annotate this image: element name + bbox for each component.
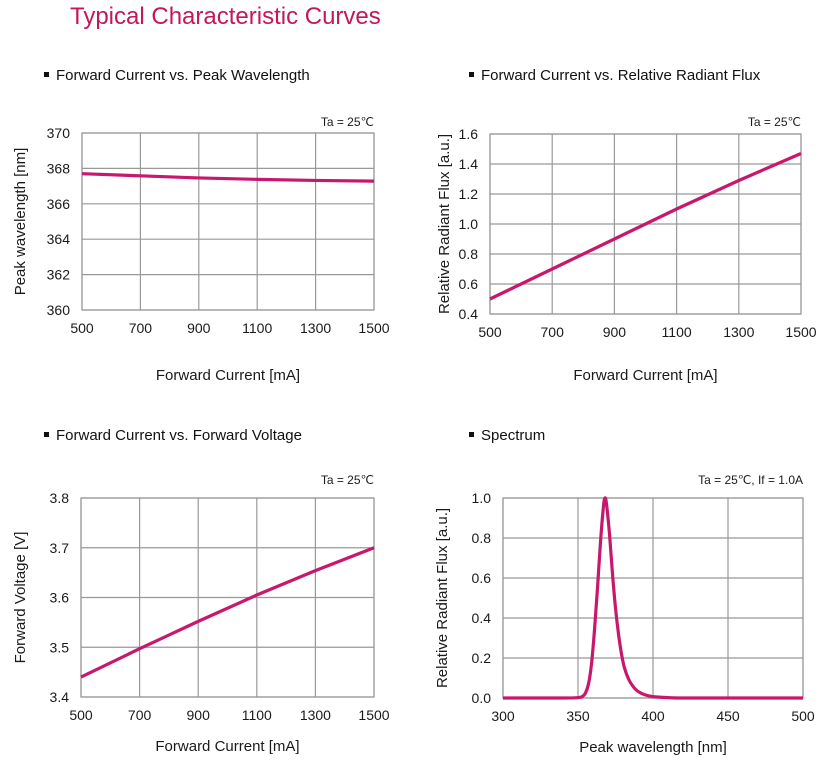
spectrum-x-axis-label: Peak wavelength [nm]: [579, 739, 727, 756]
spectrum-x-tick-label: 350: [566, 708, 590, 724]
wavelength-plot-frame: [81, 132, 375, 311]
voltage-x-tick-label: 500: [69, 707, 93, 723]
voltage-y-tick-label: 3.6: [50, 590, 70, 606]
wavelength-y-tick-label: 368: [47, 160, 71, 176]
page-title: Typical Characteristic Curves: [70, 3, 381, 30]
spectrum-x-tick-label: 300: [491, 708, 515, 724]
voltage-y-tick-label: 3.4: [50, 689, 70, 705]
flux-x-tick-label: 1500: [785, 324, 816, 340]
wavelength-x-axis-label: Forward Current [mA]: [156, 367, 300, 384]
voltage-y-tick-label: 3.7: [50, 540, 70, 556]
flux-y-tick-label: 0.8: [459, 246, 479, 262]
wavelength-y-tick-label: 362: [47, 267, 71, 283]
flux-condition-label: Ta = 25℃: [748, 115, 801, 129]
wavelength-y-tick-label: 366: [47, 196, 71, 212]
bullet-icon: [44, 71, 49, 77]
spectrum-y-tick-label: 0.2: [472, 650, 492, 666]
flux-x-tick-label: 1300: [723, 324, 754, 340]
bullet-icon: [469, 431, 474, 437]
voltage-x-tick-label: 1500: [358, 707, 389, 723]
bullet-icon: [469, 71, 474, 77]
wavelength-y-tick-label: 360: [47, 302, 71, 318]
section-title-spectrum: Spectrum: [469, 427, 545, 444]
section-title-text: Spectrum: [481, 427, 546, 444]
wavelength-x-tick-label: 1300: [300, 320, 331, 336]
spectrum-x-tick-label: 500: [791, 708, 815, 724]
spectrum-x-tick-label: 400: [641, 708, 665, 724]
voltage-x-tick-label: 1300: [300, 707, 331, 723]
flux-series-line: [489, 152, 802, 301]
section-title-text: Forward Current vs. Relative Radiant Flu…: [481, 67, 761, 84]
voltage-series-line: [80, 546, 375, 679]
wavelength-condition-label: Ta = 25℃: [321, 115, 374, 129]
spectrum-y-axis-label: Relative Radiant Flux [a.u.]: [434, 508, 451, 688]
wavelength-x-tick-label: 700: [129, 320, 153, 336]
flux-plot-frame: [489, 133, 802, 315]
flux-x-tick-label: 700: [541, 324, 565, 340]
flux-x-tick-label: 1100: [662, 324, 692, 340]
bullet-icon: [44, 431, 49, 437]
wavelength-x-tick-label: 1100: [242, 320, 272, 336]
section-title-text: Forward Current vs. Peak Wavelength: [56, 67, 310, 84]
spectrum-x-tick-label: 450: [716, 708, 740, 724]
flux-y-axis-label: Relative Radiant Flux [a.u.]: [436, 134, 453, 314]
section-title-wavelength: Forward Current vs. Peak Wavelength: [44, 67, 310, 84]
flux-y-tick-label: 1.2: [459, 186, 479, 202]
flux-y-tick-label: 1.6: [459, 126, 479, 142]
voltage-x-tick-label: 700: [128, 707, 152, 723]
voltage-condition-label: Ta = 25℃: [321, 473, 374, 487]
spectrum-y-tick-label: 1.0: [472, 490, 492, 506]
section-title-flux: Forward Current vs. Relative Radiant Flu…: [469, 67, 760, 84]
wavelength-x-tick-label: 900: [187, 320, 211, 336]
voltage-y-tick-label: 3.5: [50, 639, 70, 655]
wavelength-series-line: [81, 172, 375, 183]
wavelength-y-tick-label: 364: [47, 231, 71, 247]
flux-y-tick-label: 1.0: [459, 216, 479, 232]
spectrum-y-tick-label: 0.8: [472, 530, 492, 546]
voltage-y-tick-label: 3.8: [50, 490, 70, 506]
voltage-y-axis-label: Forward Voltage [V]: [12, 532, 29, 664]
voltage-x-tick-label: 900: [187, 707, 211, 723]
flux-y-tick-label: 0.4: [459, 306, 479, 322]
spectrum-y-tick-label: 0.4: [472, 610, 492, 626]
spectrum-y-tick-label: 0.6: [472, 570, 492, 586]
flux-x-tick-label: 900: [603, 324, 627, 340]
flux-y-tick-label: 1.4: [459, 156, 479, 172]
spectrum-series-line: [502, 496, 803, 700]
spectrum-condition-label: Ta = 25℃, If = 1.0A: [698, 473, 803, 487]
wavelength-y-tick-label: 370: [47, 125, 71, 141]
section-title-text: Forward Current vs. Forward Voltage: [56, 427, 302, 444]
voltage-plot-frame: [80, 497, 375, 698]
flux-x-axis-label: Forward Current [mA]: [573, 367, 717, 384]
spectrum-y-tick-label: 0.0: [472, 690, 492, 706]
wavelength-y-axis-label: Peak wavelength [nm]: [12, 148, 29, 296]
wavelength-x-tick-label: 1500: [358, 320, 389, 336]
wavelength-x-tick-label: 500: [70, 320, 94, 336]
voltage-x-axis-label: Forward Current [mA]: [155, 738, 299, 755]
flux-y-tick-label: 0.6: [459, 276, 479, 292]
voltage-x-tick-label: 1100: [242, 707, 272, 723]
section-title-voltage: Forward Current vs. Forward Voltage: [44, 427, 302, 444]
flux-x-tick-label: 500: [478, 324, 502, 340]
